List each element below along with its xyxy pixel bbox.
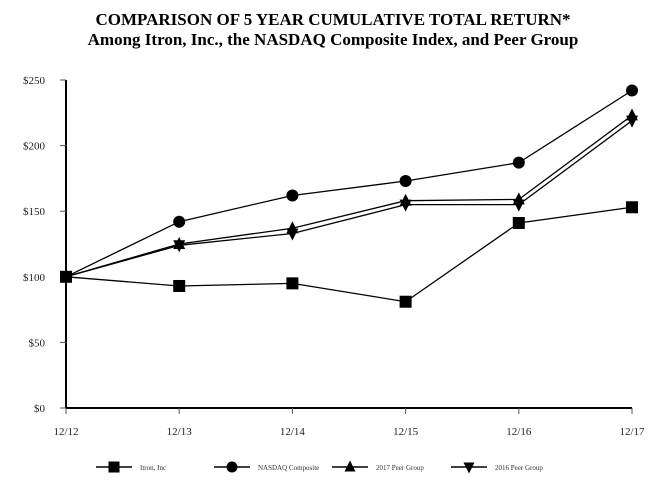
- series-group: [60, 84, 638, 308]
- legend-item: 2017 Peer Group: [332, 460, 424, 472]
- series-line: [65, 89, 633, 278]
- triangle-down-marker-icon: [173, 240, 186, 253]
- x-tick-label: 12/12: [53, 426, 78, 438]
- circle-marker-icon: [512, 156, 525, 169]
- legend-item: Itron, Inc: [96, 461, 166, 473]
- x-tick-label: 12/13: [167, 426, 193, 438]
- triangle-down-marker-icon: [626, 115, 638, 128]
- circle-marker-icon: [399, 175, 412, 188]
- legend-label: NASDAQ Composite: [258, 464, 319, 472]
- x-tick-label: 12/17: [619, 426, 645, 438]
- series-nasdaq-composite: [65, 89, 633, 278]
- triangle-down-marker-icon: [463, 462, 475, 474]
- circle-marker-icon: [226, 461, 238, 473]
- y-tick-label: $50: [29, 337, 46, 349]
- y-tick-label: $0: [34, 403, 46, 415]
- chart-title: COMPARISON OF 5 YEAR CUMULATIVE TOTAL RE…: [95, 10, 571, 29]
- x-tick-label: 12/16: [506, 426, 532, 438]
- y-tick-label: $100: [23, 272, 46, 284]
- legend-item: 2016 Peer Group: [451, 462, 543, 474]
- y-tick-label: $250: [23, 75, 46, 87]
- series-itron-inc: [65, 206, 633, 303]
- legend-label: Itron, Inc: [140, 464, 166, 472]
- circle-marker-icon: [173, 215, 186, 228]
- triangle-down-marker-icon: [512, 199, 525, 212]
- circle-marker-icon: [626, 84, 638, 97]
- triangle-down-marker-icon: [60, 271, 72, 284]
- triangle-down-marker-icon: [399, 199, 412, 212]
- triangle-down-marker-icon: [286, 228, 299, 241]
- square-marker-icon: [399, 295, 412, 308]
- square-marker-icon: [108, 461, 120, 473]
- series-2016-peer-group: [65, 120, 633, 278]
- chart-subtitle: Among Itron, Inc., the NASDAQ Composite …: [87, 30, 579, 49]
- square-marker-icon: [173, 279, 186, 292]
- x-tick-label: 12/15: [393, 426, 419, 438]
- circle-marker-icon: [286, 189, 299, 202]
- square-marker-icon: [626, 201, 638, 214]
- legend: Itron, Inc NASDAQ Composite 2017 Peer Grou…: [96, 460, 543, 474]
- legend-label: 2016 Peer Group: [495, 464, 543, 472]
- series-line: [65, 120, 633, 278]
- triangle-up-marker-icon: [344, 460, 356, 472]
- legend-label: 2017 Peer Group: [376, 464, 424, 472]
- square-marker-icon: [286, 277, 299, 290]
- legend-item: NASDAQ Composite: [214, 461, 319, 473]
- y-tick-label: $150: [23, 206, 46, 218]
- y-tick-label: $200: [23, 141, 46, 153]
- square-marker-icon: [512, 217, 525, 230]
- series-line: [65, 206, 633, 303]
- series-line: [65, 114, 633, 278]
- series-2017-peer-group: [65, 114, 633, 278]
- x-tick-label: 12/14: [280, 426, 306, 438]
- axes: $0 $50 $100 $150 $200 $250 12/12 12/13 12/14 12/1…: [23, 75, 645, 438]
